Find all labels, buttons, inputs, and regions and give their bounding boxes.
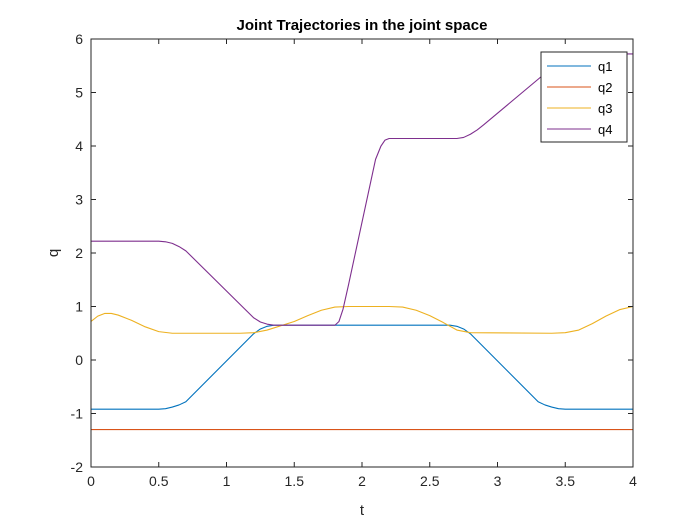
legend-label-q3: q3	[598, 101, 612, 116]
legend: q1 q2 q3 q4	[540, 51, 628, 143]
chart-title: Joint Trajectories in the joint space	[237, 17, 488, 34]
x-tick-label: 2.5	[420, 473, 440, 489]
y-tick-label: 1	[75, 299, 83, 315]
x-axis-label: t	[360, 502, 365, 519]
y-tick-label: 6	[75, 31, 83, 47]
x-tick-label: 1.5	[285, 473, 305, 489]
legend-label-q4: q4	[598, 122, 612, 137]
axes-layer: 0 0.5 1 1.5 2 2.5 3 3.5 4 -2 -1 0 1 2 3 4 5 6	[71, 31, 638, 489]
legend-label-q1: q1	[598, 59, 612, 74]
y-tick-label: 0	[75, 352, 83, 368]
y-tick-label: 3	[75, 192, 83, 208]
y-tick-label: 2	[75, 245, 83, 261]
y-axis-label: q	[45, 249, 62, 257]
x-tick-label: 4	[629, 473, 637, 489]
x-tick-label: 3	[494, 473, 502, 489]
x-tick-label: 3.5	[556, 473, 576, 489]
series-line-q3	[90, 305, 634, 334]
x-tick-label: 0.5	[149, 473, 169, 489]
y-tick-label: 4	[75, 138, 83, 154]
y-tick-label: -2	[71, 459, 84, 475]
legend-box	[540, 51, 628, 143]
x-tick-label: 2	[358, 473, 366, 489]
series-line-q1	[90, 324, 634, 410]
x-tick-label: 1	[223, 473, 231, 489]
y-tick-label: -1	[71, 406, 84, 422]
x-tick-label: 0	[87, 473, 95, 489]
y-tick-label: 5	[75, 85, 83, 101]
legend-label-q2: q2	[598, 80, 612, 95]
